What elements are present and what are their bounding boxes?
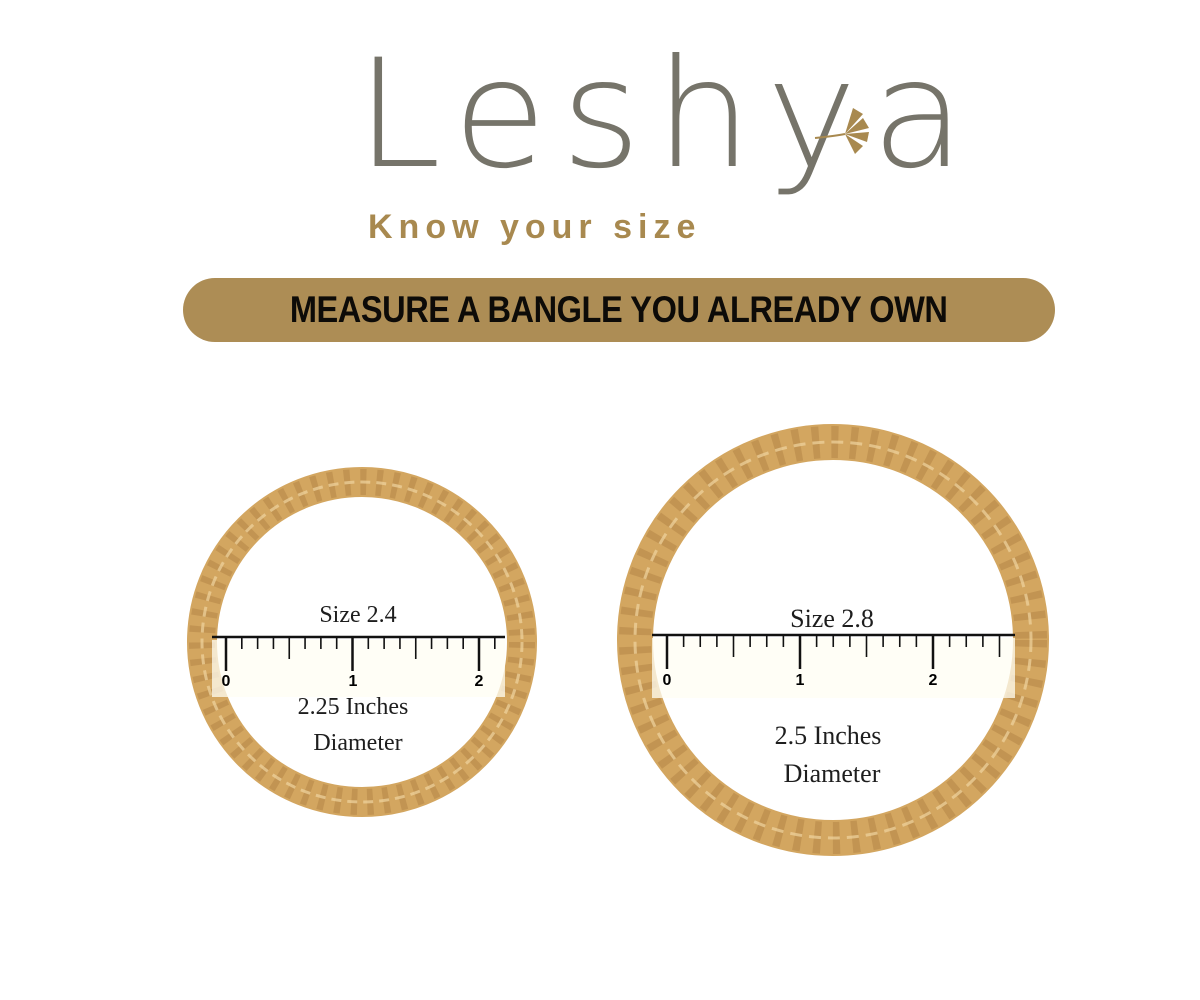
ruler-ticks (224, 637, 496, 671)
ruler-band (652, 638, 1015, 698)
ruler-label-2: 2 (475, 673, 484, 690)
ruler-band (212, 640, 505, 697)
size-label: Size 2.8 (790, 604, 874, 633)
bangle-large: Size 2.8 0 1 2 2.5 Inches Diameter (617, 424, 1049, 856)
flower-icon (814, 108, 869, 154)
size-label: Size 2.4 (319, 602, 396, 628)
banner-text: MEASURE A BANGLE YOU ALREADY OWN (290, 289, 948, 330)
bangle-small: Size 2.4 0 1 2 2.25 Inches Diameter (187, 467, 537, 817)
brand-logo: Leshya (355, 28, 980, 202)
instruction-banner: MEASURE A BANGLE YOU ALREADY OWN (183, 278, 1055, 342)
tagline: Know your size (368, 208, 702, 246)
ruler-label-1: 1 (796, 672, 805, 689)
ruler-label-0: 0 (222, 673, 231, 690)
diameter-label: Diameter (313, 730, 402, 756)
diameter-value: 2.5 Inches (775, 721, 882, 750)
ruler-label-2: 2 (929, 672, 938, 689)
ruler-label-1: 1 (349, 673, 358, 690)
diameter-label: Diameter (784, 759, 881, 788)
bangle-braid-highlight (200, 480, 524, 804)
ruler-ticks (665, 635, 1001, 669)
diameter-value: 2.25 Inches (298, 694, 409, 720)
bangle-braid-highlight (633, 440, 1033, 840)
ruler-label-0: 0 (663, 672, 672, 689)
